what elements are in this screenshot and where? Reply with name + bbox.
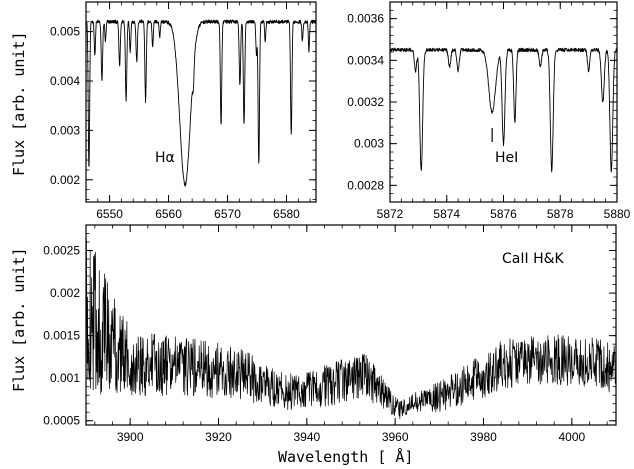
hei-x-tick-label: 5876 bbox=[490, 207, 517, 221]
halpha-ticks bbox=[85, 1, 316, 202]
hei-x-tick-label: 5872 bbox=[377, 207, 404, 221]
hei-y-tick-label: 0.0028 bbox=[347, 178, 384, 192]
caii-y-tick-label: 0.0025 bbox=[43, 244, 80, 258]
hei-x-tick-label: 5874 bbox=[433, 207, 460, 221]
halpha-x-tick-label: 6550 bbox=[96, 207, 123, 221]
hei-y-tick-label: 0.0036 bbox=[347, 12, 384, 26]
bottom-x-axis-label: Wavelength [ Å] bbox=[278, 447, 413, 466]
caii-x-tick-label: 3900 bbox=[117, 430, 144, 444]
halpha-y-tick-label: 0.003 bbox=[50, 123, 80, 137]
caii-y-tick-label: 0.002 bbox=[50, 286, 80, 300]
hei-x-tick-label: 5880 bbox=[604, 207, 631, 221]
caii-plot-frame bbox=[85, 224, 617, 426]
hei-ticks bbox=[389, 1, 618, 203]
hei-x-tick-label: 5878 bbox=[547, 207, 574, 221]
hei-y-tick-label: 0.003 bbox=[354, 137, 384, 151]
hei-plot-frame bbox=[389, 1, 618, 203]
halpha-x-tick-label: 6570 bbox=[214, 207, 241, 221]
caii-y-tick-label: 0.0015 bbox=[43, 329, 80, 343]
halpha-panel: 6550 6560 6570 6580 0.002 0.003 0.004 0.005 Hα bbox=[50, 1, 317, 221]
hei-panel: 5872 5874 5876 5878 5880 0.00280.0030.00320.… bbox=[347, 1, 631, 221]
halpha-y-tick-labels: 0.002 0.003 0.004 0.005 bbox=[50, 25, 80, 187]
halpha-x-tick-label: 6560 bbox=[155, 207, 182, 221]
hei-annotation: HeI bbox=[495, 150, 518, 166]
caii-spectrum-line bbox=[85, 238, 617, 420]
caii-y-tick-labels: 0.0005 0.001 0.0015 0.002 0.0025 bbox=[43, 244, 80, 428]
caii-y-tick-label: 0.001 bbox=[50, 371, 80, 385]
caii-x-tick-label: 3940 bbox=[293, 430, 320, 444]
halpha-y-tick-label: 0.002 bbox=[50, 173, 80, 187]
caii-y-tick-label: 0.0005 bbox=[43, 414, 80, 428]
halpha-y-tick-label: 0.004 bbox=[50, 74, 80, 88]
caii-annotation: CaII H&K bbox=[502, 251, 565, 267]
hei-y-tick-label: 0.0034 bbox=[347, 53, 384, 67]
hei-y-tick-labels: 0.0028 0.003 0.0032 0.0034 0.0036 bbox=[347, 12, 384, 193]
top-y-axis-label: Flux [arb. unit] bbox=[10, 32, 28, 177]
halpha-plot-frame bbox=[85, 1, 317, 203]
bottom-y-axis-label: Flux [arb. unit] bbox=[10, 248, 28, 393]
caii-x-tick-label: 3960 bbox=[382, 430, 409, 444]
halpha-x-tick-label: 6580 bbox=[273, 207, 300, 221]
caii-panel: 3900 3920 3940 3960 3980 4000 0.00050.0010.00… bbox=[43, 224, 617, 444]
caii-x-tick-labels: 3900 3920 3940 3960 3980 4000 bbox=[117, 430, 586, 444]
caii-x-tick-label: 3920 bbox=[205, 430, 232, 444]
hei-spectrum-line bbox=[389, 47, 618, 173]
hei-x-tick-labels: 5872 5874 5876 5878 5880 bbox=[377, 207, 631, 221]
hei-y-tick-label: 0.0032 bbox=[347, 95, 384, 109]
halpha-x-tick-labels: 6550 6560 6570 6580 bbox=[96, 207, 300, 221]
halpha-annotation: Hα bbox=[155, 150, 175, 166]
caii-x-tick-label: 3980 bbox=[470, 430, 497, 444]
caii-x-tick-label: 4000 bbox=[558, 430, 585, 444]
halpha-spectrum-line bbox=[85, 19, 317, 187]
halpha-y-tick-label: 0.005 bbox=[50, 25, 80, 39]
